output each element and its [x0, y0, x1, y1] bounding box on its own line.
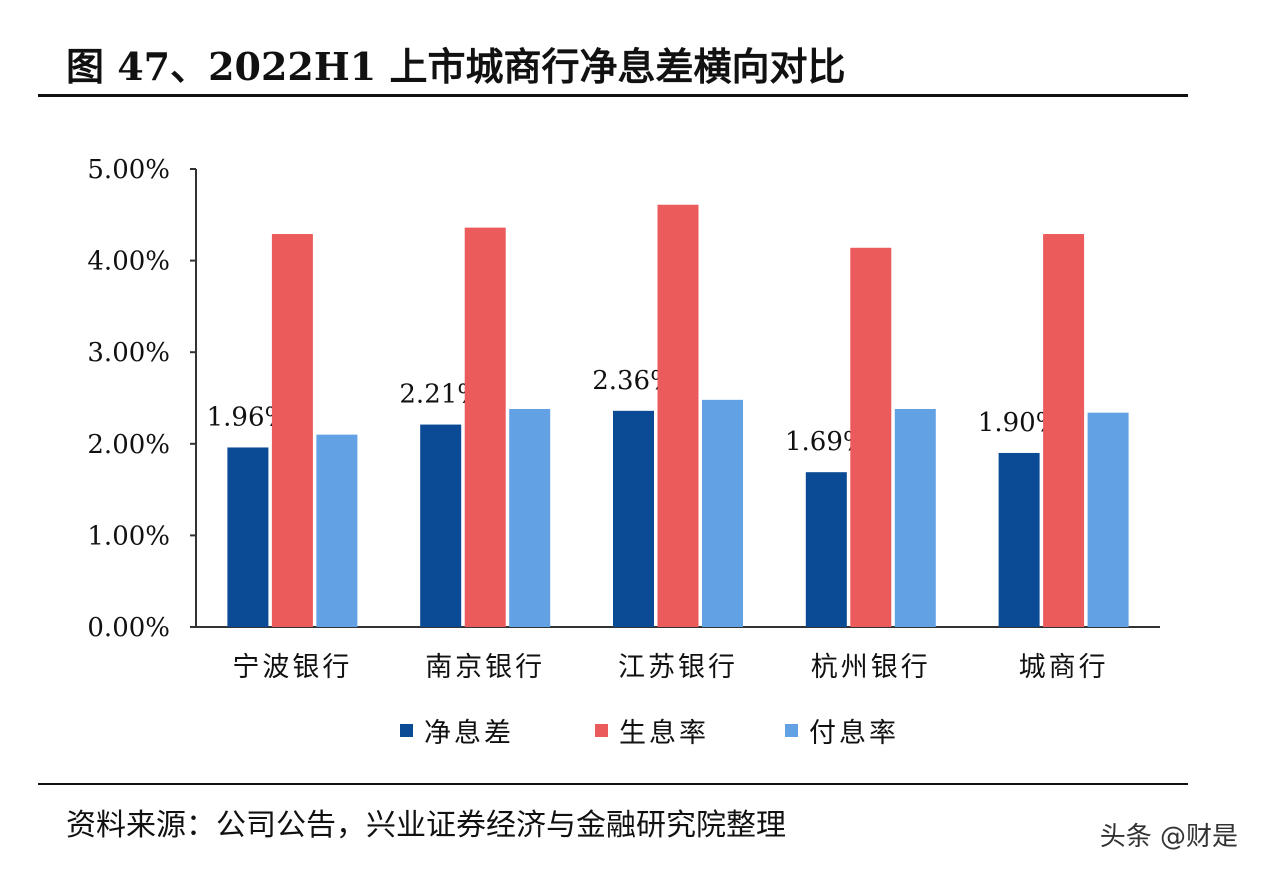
bar-生息率 — [657, 204, 699, 627]
y-tick-label: 5.00% — [87, 155, 170, 185]
bar-付息率 — [509, 408, 551, 627]
bar-生息率 — [850, 247, 892, 627]
x-tick-label: 城商行 — [1019, 652, 1109, 683]
bar-付息率 — [316, 434, 358, 627]
y-tick-label: 3.00% — [87, 338, 170, 368]
bar-生息率 — [271, 234, 313, 627]
watermark: 头条 @财是 — [1099, 822, 1238, 852]
bar-净息差 — [805, 472, 847, 627]
y-tick-label: 0.00% — [87, 613, 170, 643]
chart-title: 图 47、2022H1 上市城商行净息差横向对比 — [66, 44, 846, 89]
x-tick-label: 宁波银行 — [232, 652, 352, 683]
bottom-rule — [38, 783, 1188, 785]
legend-swatch-净息差 — [400, 724, 413, 737]
bar-净息差 — [613, 410, 654, 627]
legend-label: 生息率 — [619, 718, 709, 749]
bar-净息差 — [420, 424, 462, 627]
bar-付息率 — [894, 408, 936, 627]
legend-label: 净息差 — [424, 718, 514, 749]
bar-付息率 — [1087, 412, 1129, 627]
legend-label: 付息率 — [809, 718, 899, 749]
legend-swatch-生息率 — [595, 724, 608, 737]
bar-生息率 — [464, 227, 506, 627]
x-tick-label: 杭州银行 — [811, 652, 931, 683]
bar-付息率 — [702, 399, 743, 627]
top-rule — [38, 94, 1188, 97]
legend-swatch-付息率 — [785, 724, 798, 737]
source-note: 资料来源：公司公告，兴业证券经济与金融研究院整理 — [66, 808, 786, 843]
y-tick-label: 1.00% — [87, 521, 170, 551]
bar-净息差 — [227, 447, 269, 627]
y-tick-label: 2.00% — [87, 430, 170, 460]
y-tick-label: 4.00% — [87, 247, 170, 277]
x-tick-label: 江苏银行 — [618, 652, 738, 683]
bar-生息率 — [1043, 234, 1085, 627]
x-tick-label: 南京银行 — [425, 652, 545, 683]
bar-净息差 — [998, 452, 1040, 627]
